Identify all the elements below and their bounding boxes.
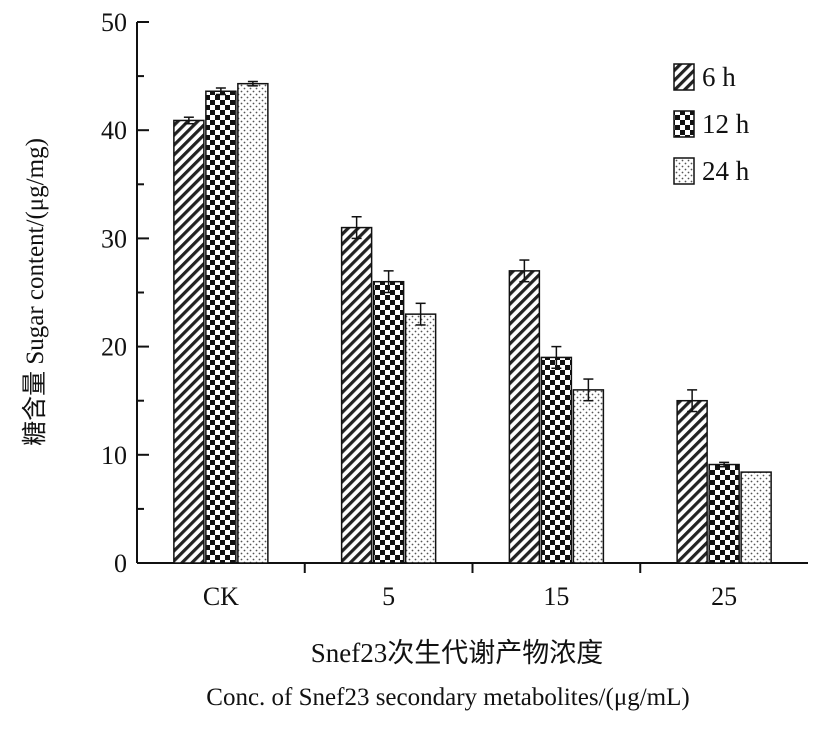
error-bars <box>183 80 730 468</box>
bar <box>572 389 605 564</box>
legend-label: 24 h <box>702 156 750 186</box>
y-tick-label: 50 <box>101 8 127 37</box>
x-tick-label: 15 <box>543 582 569 611</box>
legend-swatch <box>673 157 695 185</box>
bar <box>205 90 237 564</box>
x-tick-label: CK <box>203 582 239 611</box>
x-ticks: CK 5 15 25 <box>203 563 737 611</box>
x-tick-label: 5 <box>382 582 395 611</box>
legend-label: 6 h <box>702 62 736 92</box>
bar <box>540 356 573 564</box>
legend: 6 h 12 h 24 h <box>673 62 750 186</box>
legend-label: 12 h <box>702 109 750 139</box>
bar <box>708 463 740 564</box>
bar <box>676 399 708 564</box>
x-axis-label-en: Conc. of Snef23 secondary metabolites/(μ… <box>206 684 689 711</box>
legend-swatch <box>673 63 695 91</box>
bar <box>740 471 772 564</box>
bar <box>372 280 405 564</box>
bar <box>173 119 205 564</box>
y-tick-label: 30 <box>101 224 127 253</box>
bars <box>173 82 772 564</box>
x-tick-label: 25 <box>711 582 737 611</box>
bar <box>404 313 437 564</box>
y-tick-label: 10 <box>101 441 127 470</box>
bar <box>340 226 373 564</box>
y-tick-label: 20 <box>101 333 127 362</box>
y-tick-label: 40 <box>101 116 127 145</box>
y-tick-label: 0 <box>114 549 127 578</box>
x-axis-label-cn: Snef23次生代谢产物浓度 <box>311 638 604 668</box>
bar <box>508 270 541 564</box>
legend-swatch <box>673 110 695 138</box>
y-axis-label: 糖含量 Sugar content/(μg/mg) <box>21 138 49 446</box>
bar <box>237 82 269 564</box>
y-ticks: 0 10 20 30 40 50 <box>101 8 149 578</box>
